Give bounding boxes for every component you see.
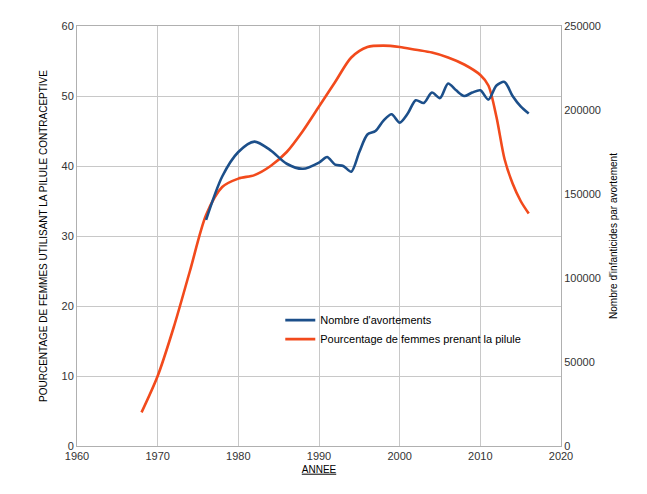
svg-text:150000: 150000 xyxy=(564,188,601,200)
svg-text:20: 20 xyxy=(62,300,74,312)
svg-text:Nombre d'infanticides par avor: Nombre d'infanticides par avortement xyxy=(608,153,619,319)
svg-text:50: 50 xyxy=(62,90,74,102)
svg-text:200000: 200000 xyxy=(564,104,601,116)
svg-text:1960: 1960 xyxy=(65,450,89,462)
svg-text:1980: 1980 xyxy=(226,450,250,462)
svg-text:Pourcentage de femmes prenant: Pourcentage de femmes prenant la pilule xyxy=(320,333,521,345)
svg-text:ANNEE: ANNEE xyxy=(302,464,337,475)
svg-text:10: 10 xyxy=(62,370,74,382)
svg-text:60: 60 xyxy=(62,20,74,32)
svg-text:50000: 50000 xyxy=(564,356,595,368)
svg-text:2020: 2020 xyxy=(549,450,573,462)
svg-text:2010: 2010 xyxy=(468,450,492,462)
svg-text:Nombre d'avortements: Nombre d'avortements xyxy=(320,314,431,326)
svg-text:100000: 100000 xyxy=(564,272,601,284)
svg-text:0: 0 xyxy=(564,440,570,452)
svg-text:40: 40 xyxy=(62,160,74,172)
svg-text:1990: 1990 xyxy=(307,450,331,462)
svg-text:2000: 2000 xyxy=(387,450,411,462)
svg-text:1970: 1970 xyxy=(145,450,169,462)
svg-text:30: 30 xyxy=(62,230,74,242)
svg-text:0: 0 xyxy=(68,440,74,452)
svg-text:250000: 250000 xyxy=(564,20,601,32)
svg-text:POURCENTAGE DE FEMMES UTILISAN: POURCENTAGE DE FEMMES UTILISANT LA PILUL… xyxy=(38,70,49,402)
